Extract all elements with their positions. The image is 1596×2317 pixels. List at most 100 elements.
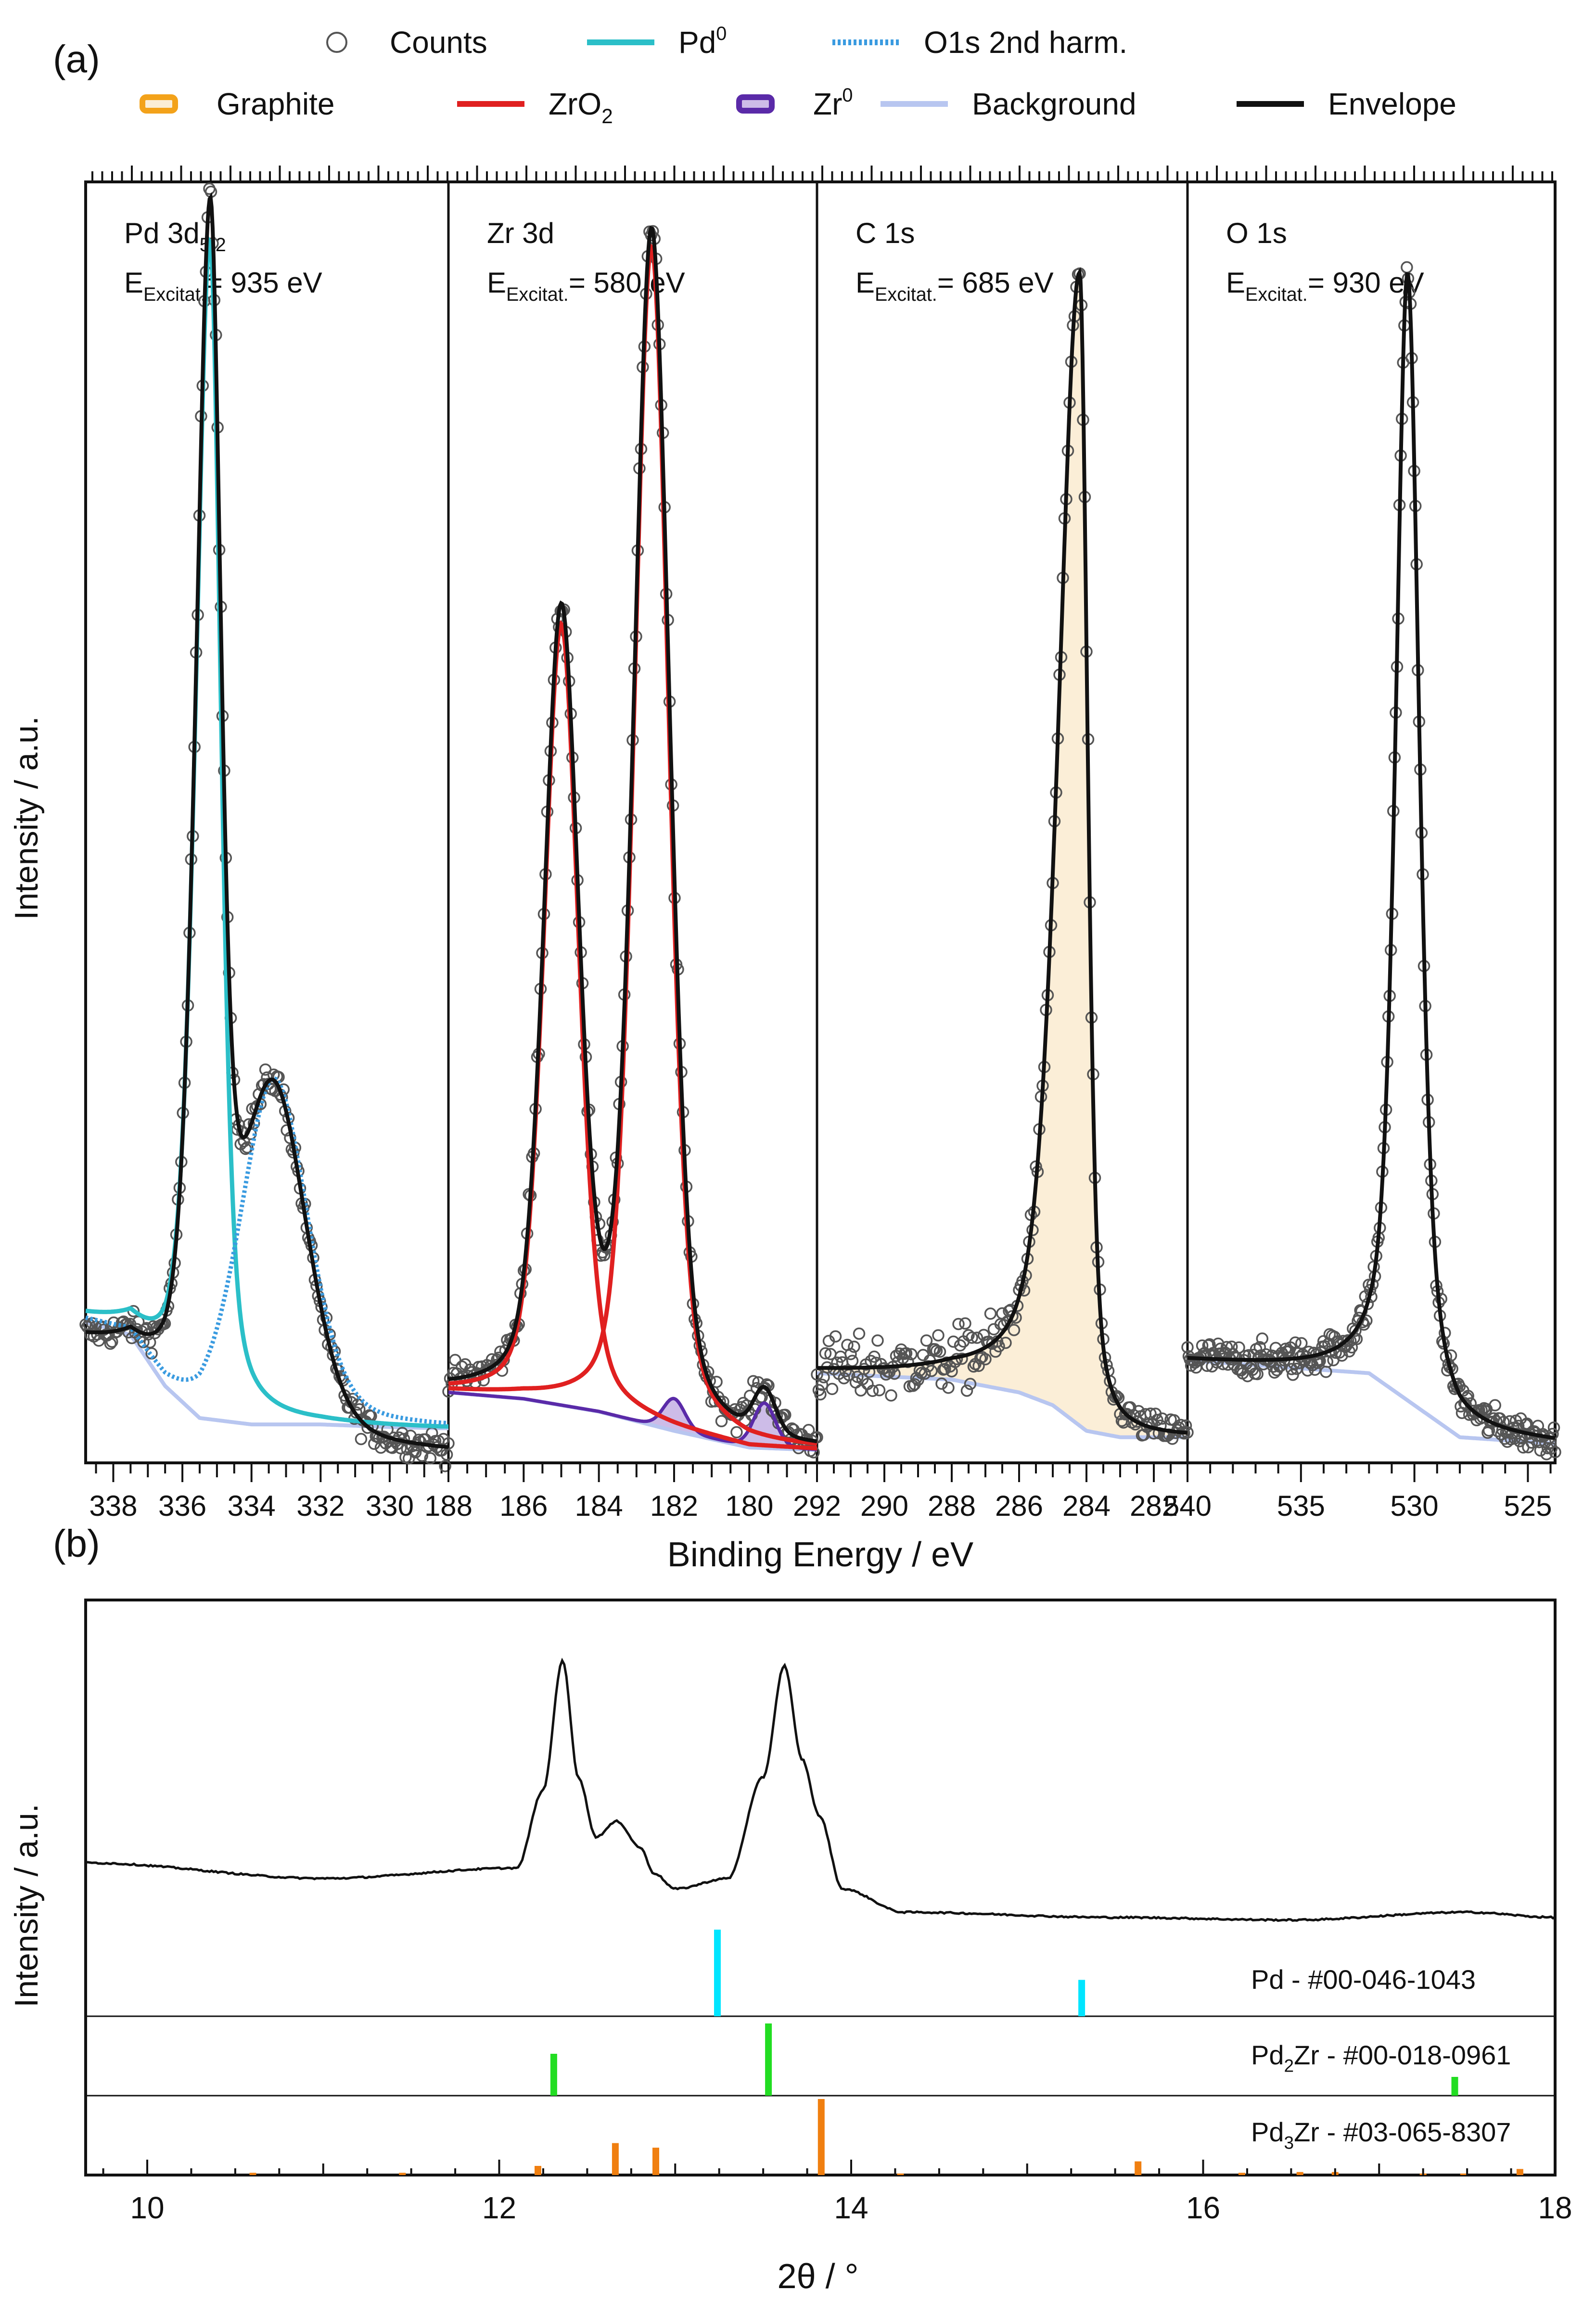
panel-excitation-o1s: EExcitat.= 930 eV xyxy=(1226,267,1424,305)
count-point xyxy=(439,1459,451,1472)
xps-tick-label: 286 xyxy=(995,1490,1043,1522)
count-point xyxy=(1435,1293,1447,1305)
background-curve-pd3d xyxy=(85,1320,448,1431)
count-point xyxy=(1253,1341,1266,1354)
count-point xyxy=(1225,1340,1238,1353)
count-point xyxy=(396,1427,409,1439)
count-point xyxy=(1215,1350,1228,1363)
reference-stick xyxy=(1135,2161,1142,2175)
envelope-zr3d xyxy=(448,225,817,1444)
count-point xyxy=(730,1426,743,1439)
count-point xyxy=(984,1307,997,1320)
count-point xyxy=(935,1377,948,1390)
xps-axis-pd3d: 338 336 334 332 330 xyxy=(89,1463,443,1522)
xps-axis-zr3d: 188 186 184 182 180 xyxy=(424,1463,807,1522)
reference-stick xyxy=(1078,1980,1085,2016)
count-point xyxy=(964,1378,977,1390)
reference-label-3: Pd3Zr - #03-065-8307 xyxy=(1251,2117,1511,2153)
xrd-ylabel: Intensity / a.u. xyxy=(8,1804,45,2007)
count-point xyxy=(905,1348,918,1360)
count-point xyxy=(960,1384,973,1397)
xps-frame xyxy=(84,180,1557,1464)
panel-excitation-zr3d: EExcitat.= 580 eV xyxy=(487,267,685,305)
xps-tick-label: 186 xyxy=(499,1490,548,1522)
count-point xyxy=(919,1367,931,1380)
legend-label-pd0: Pd0 xyxy=(678,23,727,60)
reference-stick xyxy=(1460,2173,1467,2175)
count-point xyxy=(954,1339,967,1352)
count-point xyxy=(1285,1363,1298,1375)
xps-axis-c1s: 292 290 288 286 284 282 xyxy=(793,1463,1188,1522)
zr0-component xyxy=(448,1391,817,1451)
count-point xyxy=(816,1379,829,1391)
count-point xyxy=(970,1331,983,1344)
legend-item-envelope: Envelope xyxy=(1237,87,1456,121)
envelope-c1s xyxy=(817,267,1188,1435)
xps-panel-o1s: O 1s EExcitat.= 930 eV 540 535 530 525 xyxy=(1163,217,1561,1522)
count-point xyxy=(1545,1442,1558,1455)
legend-item-counts: Counts xyxy=(326,25,487,60)
xps-tick-label: 180 xyxy=(725,1490,773,1522)
xrd-frame xyxy=(84,1599,1557,2176)
count-point xyxy=(1479,1405,1492,1417)
count-point xyxy=(829,1330,842,1343)
count-point xyxy=(959,1317,971,1330)
count-point xyxy=(1350,1333,1363,1345)
reference-stick xyxy=(1238,2173,1245,2175)
panel-b-label: (b) xyxy=(53,1522,100,1565)
xps-tick-label: 282 xyxy=(1130,1490,1178,1522)
reference-stick xyxy=(1516,2169,1523,2175)
count-point xyxy=(962,1329,975,1342)
xps-tick-label: 288 xyxy=(928,1490,976,1522)
xps-tick-label: 290 xyxy=(860,1490,908,1522)
reference-stick xyxy=(535,2166,541,2175)
count-point xyxy=(999,1336,1012,1349)
xrd-tick-label: 10 xyxy=(130,2190,164,2225)
xps-tick-label: 530 xyxy=(1391,1490,1439,1522)
count-point xyxy=(1196,1339,1209,1352)
legend-item-pd0: Pd0 xyxy=(587,23,727,60)
xrd-reference-3: Pd3Zr - #03-065-8307 xyxy=(249,2099,1523,2175)
count-point xyxy=(925,1365,938,1377)
xrd-axis: 10 12 14 16 18 xyxy=(102,2160,1572,2225)
xps-tick-label: 334 xyxy=(228,1490,276,1522)
reference-stick xyxy=(1451,2077,1458,2096)
xps-ylabel: Intensity / a.u. xyxy=(8,716,45,920)
reference-stick xyxy=(399,2173,406,2175)
reference-stick xyxy=(817,2099,825,2175)
count-point xyxy=(1549,1446,1561,1459)
xps-tick-label: 338 xyxy=(89,1490,137,1522)
xrd-measured-pattern xyxy=(85,1657,1556,1922)
reference-stick xyxy=(897,2173,904,2175)
count-point xyxy=(839,1365,852,1378)
count-point xyxy=(1256,1332,1269,1345)
xrd-tick-label: 12 xyxy=(482,2190,516,2225)
count-point xyxy=(1233,1341,1245,1354)
legend-item-zro2: ZrO2 xyxy=(457,87,613,128)
envelope-pd3d xyxy=(85,192,449,1449)
count-point xyxy=(967,1360,980,1373)
reference-label-1: Pd - #00-046-1043 xyxy=(1251,1964,1476,1995)
xrd-xlabel: 2θ / ° xyxy=(778,2257,859,2296)
panel-title-o1s: O 1s xyxy=(1226,217,1287,249)
count-point xyxy=(846,1355,859,1367)
count-point xyxy=(933,1345,946,1358)
xrd-reference-1: Pd - #00-046-1043 xyxy=(714,1930,1476,2016)
legend-label-graphite: Graphite xyxy=(217,87,334,121)
panel-a-label: (a) xyxy=(53,38,100,80)
zro2-3d52-component xyxy=(448,243,817,1446)
zro2-3d32-component xyxy=(448,620,817,1451)
xps-panel-c1s: C 1s EExcitat.= 685 eV 292 290 288 286 284 282 xyxy=(793,217,1194,1522)
panel-excitation-c1s: EExcitat.= 685 eV xyxy=(855,267,1054,305)
xrd-chart: Pd - #00-046-1043 Pd2Zr - #00-018-0961 Pd3… xyxy=(8,1599,1572,2296)
reference-stick xyxy=(1296,2172,1303,2175)
count-point xyxy=(1321,1356,1334,1368)
legend-swatch-counts xyxy=(326,32,347,53)
legend-label-counts: Counts xyxy=(390,25,487,60)
legend-label-background: Background xyxy=(972,87,1136,121)
count-point xyxy=(873,1384,886,1396)
counts-zr3d xyxy=(442,225,823,1459)
count-point xyxy=(979,1353,992,1366)
